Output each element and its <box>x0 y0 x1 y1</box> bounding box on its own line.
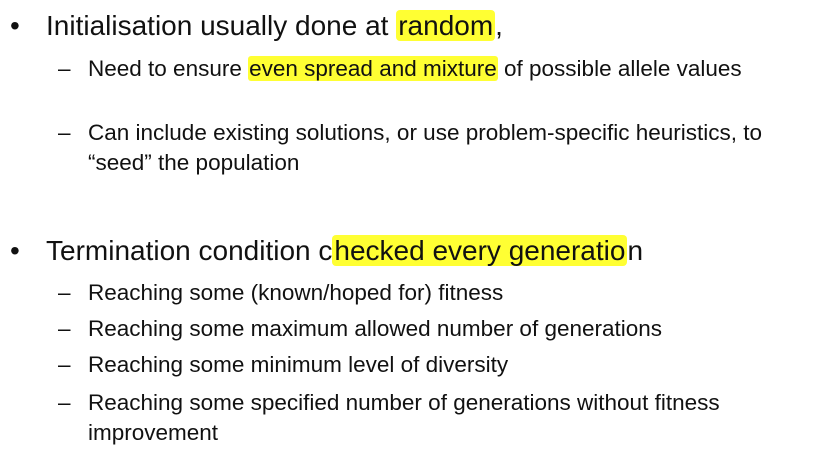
highlight-random: random <box>396 10 496 41</box>
bullet-text-post: n <box>627 235 644 266</box>
sub-item-even-spread: – Need to ensure even spread and mixture… <box>58 54 808 84</box>
dash-marker: – <box>58 56 71 81</box>
bullet-marker: • <box>10 10 20 41</box>
sub-text-post: of possible allele values <box>497 56 742 81</box>
bullet-text-pre: Termination condition c <box>46 235 333 266</box>
sub-item-text: Can include existing solutions, or use p… <box>88 120 763 175</box>
dash-marker: – <box>58 390 71 415</box>
dash-marker: – <box>58 280 71 305</box>
bullet-text-post: , <box>495 10 503 41</box>
bullet-text-pre: Initialisation usually done at <box>46 10 397 41</box>
sub-item-text: Reaching some maximum allowed number of … <box>88 316 663 341</box>
sub-item-text: Reaching some minimum level of diversity <box>88 352 509 377</box>
bullet-marker: • <box>10 235 20 266</box>
sub-item-fitness: – Reaching some (known/hoped for) fitnes… <box>58 278 808 308</box>
sub-item-diversity: – Reaching some minimum level of diversi… <box>58 350 808 380</box>
dash-marker: – <box>58 120 71 145</box>
sub-item-text: Reaching some (known/hoped for) fitness <box>88 280 504 305</box>
sub-item-max-generations: – Reaching some maximum allowed number o… <box>58 314 808 344</box>
sub-item-text: Need to ensure even spread and mixture o… <box>88 54 808 84</box>
sub-item-existing-solutions: – Can include existing solutions, or use… <box>58 118 808 178</box>
sub-item-no-improvement: – Reaching some specified number of gene… <box>58 388 808 448</box>
highlight-checked-every-generation: hecked every generatio <box>332 235 628 266</box>
sub-text-pre: Need to ensure <box>88 56 249 81</box>
dash-marker: – <box>58 316 71 341</box>
dash-marker: – <box>58 352 71 377</box>
highlight-even-spread: even spread and mixture <box>248 56 498 81</box>
bullet-initialisation: • Initialisation usually done at random, <box>10 10 503 42</box>
bullet-termination: • Termination condition checked every gen… <box>10 235 643 267</box>
sub-item-text: Reaching some specified number of genera… <box>88 390 720 445</box>
